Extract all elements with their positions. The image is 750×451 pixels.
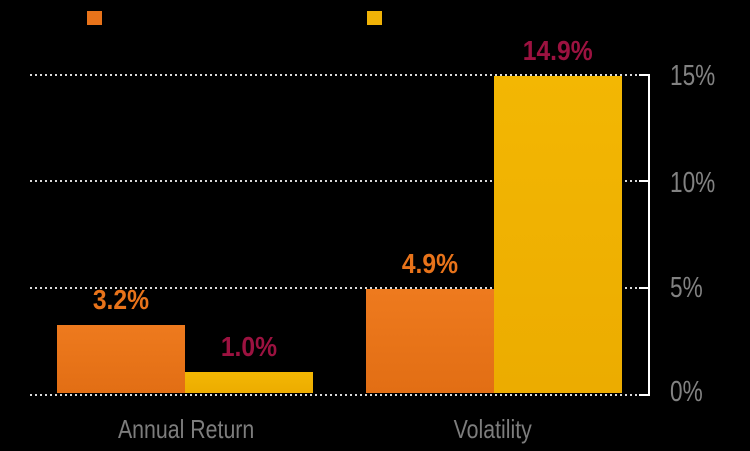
category-label-volatility-text: Volatility [453, 414, 533, 444]
value-label-annual-return-series-1: 3.2% [41, 284, 201, 316]
y-tick-label-15pct-text: 15% [670, 60, 716, 92]
category-label-annual-return: Annual Return [76, 413, 296, 445]
legend-swatch-series-2 [367, 11, 382, 25]
y-tick-label-10pct: 10% [670, 167, 740, 199]
bar-volatility-series-2 [494, 76, 622, 393]
legend-swatch-series-1 [87, 11, 102, 25]
y-axis-tick-10pct [639, 180, 649, 182]
y-axis-line [648, 74, 650, 396]
y-tick-label-0pct-text: 0% [670, 376, 703, 408]
value-label-annual-return-series-2: 1.0% [169, 331, 329, 363]
gridline-5pct [30, 287, 640, 289]
gridline-0pct [30, 394, 640, 396]
y-axis-tick-15pct [639, 74, 649, 76]
y-tick-label-15pct: 15% [670, 60, 740, 92]
value-label-volatility-series-1-text: 4.9% [401, 248, 459, 279]
gridline-10pct [30, 180, 640, 182]
y-tick-label-0pct: 0% [670, 376, 740, 408]
value-label-volatility-series-1: 4.9% [350, 248, 510, 280]
bar-annual-return-series-2 [185, 372, 313, 393]
y-tick-label-5pct: 5% [670, 272, 740, 304]
y-axis-tick-0pct [639, 394, 649, 396]
bar-volatility-series-1 [366, 289, 494, 393]
value-label-volatility-series-2: 14.9% [478, 35, 638, 67]
gridline-15pct [30, 74, 640, 76]
category-label-annual-return-text: Annual Return [117, 414, 255, 444]
value-label-annual-return-series-2-text: 1.0% [220, 331, 278, 362]
y-tick-label-10pct-text: 10% [670, 167, 716, 199]
y-axis-tick-5pct [639, 287, 649, 289]
value-label-volatility-series-2-text: 14.9% [523, 35, 593, 66]
y-tick-label-5pct-text: 5% [670, 272, 703, 304]
category-label-volatility: Volatility [383, 413, 603, 445]
bar-annual-return-series-1 [57, 325, 185, 393]
value-label-annual-return-series-1-text: 3.2% [92, 284, 150, 315]
